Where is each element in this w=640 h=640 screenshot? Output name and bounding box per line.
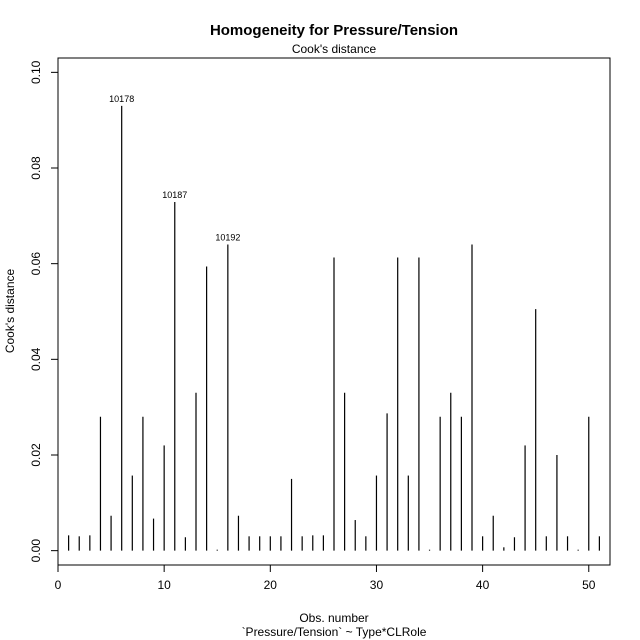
x-axis-label: Obs. number (299, 611, 368, 625)
bars-group (68, 105, 600, 551)
point-label-10178: 10178 (109, 94, 134, 104)
x-tick-label-0: 0 (55, 578, 62, 592)
x-tick-label-20: 20 (264, 578, 278, 592)
x-tick-label-50: 50 (582, 578, 596, 592)
x-tick-label-40: 40 (476, 578, 490, 592)
y-tick-label-0.02: 0.02 (29, 443, 43, 467)
y-axis: 0.00 0.02 0.04 0.06 0.08 0.10 (29, 60, 59, 563)
y-axis-label: Cook's distance (3, 269, 17, 354)
x-axis: 0 10 20 30 40 50 (55, 564, 596, 592)
y-tick-label-0.08: 0.08 (29, 156, 43, 180)
x-axis-formula: `Pressure/Tension` ~ Type*CLRole (242, 625, 427, 639)
point-label-10192: 10192 (215, 233, 240, 243)
y-tick-label-0.04: 0.04 (29, 347, 43, 371)
x-tick-label-30: 30 (370, 578, 384, 592)
chart-subtitle: Cook's distance (292, 42, 377, 56)
annotations-group: 10178 10187 10192 (109, 94, 240, 243)
chart-title: Homogeneity for Pressure/Tension (210, 22, 458, 39)
y-tick-label-0.10: 0.10 (29, 60, 43, 84)
x-tick-label-10: 10 (157, 578, 171, 592)
y-tick-label-0.00: 0.00 (29, 539, 43, 563)
point-label-10187: 10187 (162, 190, 187, 200)
y-tick-label-0.06: 0.06 (29, 252, 43, 276)
